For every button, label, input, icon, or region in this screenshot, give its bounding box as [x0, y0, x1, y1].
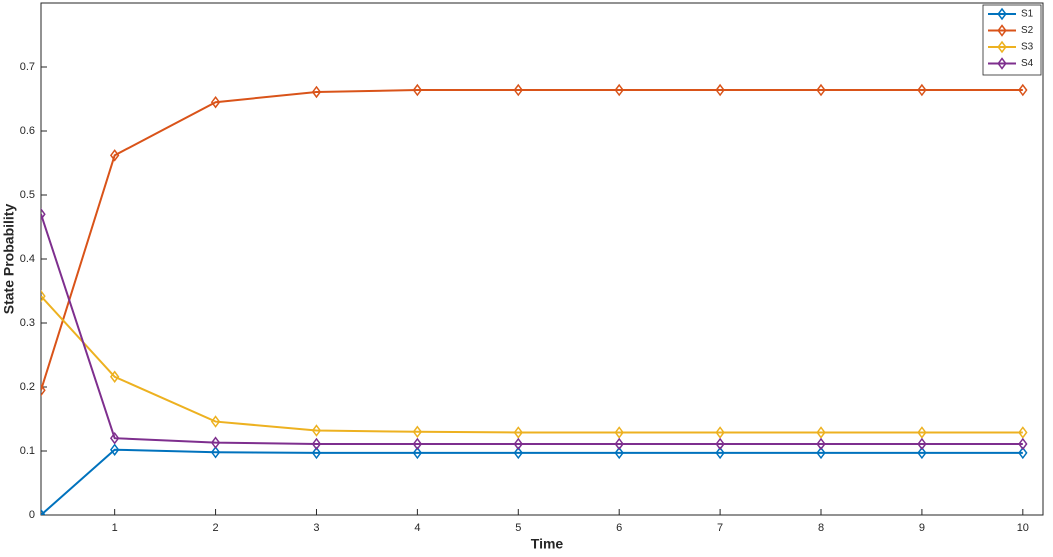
- x-tick-label: 10: [1017, 522, 1029, 534]
- data-point: [109, 431, 120, 445]
- data-point: [311, 424, 322, 437]
- data-point: [412, 425, 423, 439]
- x-tick-label: 1: [112, 522, 118, 534]
- x-axis-title: Time: [531, 536, 564, 552]
- legend-label: S2: [1021, 25, 1034, 36]
- data-point: [816, 437, 826, 451]
- data-point: [41, 207, 46, 221]
- data-point: [1018, 437, 1028, 451]
- data-point: [109, 443, 120, 456]
- y-tick-label: 0.1: [20, 445, 35, 457]
- data-point: [311, 437, 322, 451]
- data-point: [614, 437, 624, 451]
- data-point: [715, 426, 725, 439]
- x-tick-label: 9: [919, 522, 925, 534]
- data-point: [917, 83, 927, 97]
- data-point: [513, 426, 523, 439]
- x-tick-label: 3: [313, 522, 319, 534]
- data-point: [715, 83, 725, 97]
- data-point: [1018, 446, 1028, 460]
- series-line: [41, 295, 1023, 434]
- data-point: [917, 446, 927, 460]
- data-point: [513, 83, 523, 97]
- series-line: [41, 89, 1023, 391]
- data-point: [210, 436, 221, 449]
- x-tick-label: 8: [818, 522, 824, 534]
- series-line: [41, 213, 1023, 445]
- y-tick-label: 0.6: [20, 125, 35, 137]
- data-point: [412, 446, 423, 460]
- data-point: [816, 426, 826, 439]
- legend-marker: [997, 7, 1007, 21]
- x-tick-label: 5: [515, 522, 521, 534]
- y-tick-label: 0: [29, 509, 35, 521]
- data-point: [614, 83, 624, 97]
- legend-marker: [997, 57, 1007, 70]
- data-point: [109, 370, 120, 384]
- y-tick-label: 0.2: [20, 381, 35, 393]
- y-tick-label: 0.4: [20, 253, 35, 265]
- plot-area: [41, 83, 1028, 515]
- data-point: [917, 426, 927, 439]
- data-point: [715, 437, 725, 451]
- x-tick-label: 4: [414, 522, 420, 534]
- data-point: [513, 437, 523, 451]
- y-axis-title: State Probability: [1, 204, 17, 315]
- data-point: [109, 149, 120, 162]
- data-point: [513, 446, 523, 460]
- x-tick-label: 7: [717, 522, 723, 534]
- data-point: [210, 415, 221, 428]
- legend-label: S4: [1021, 58, 1034, 69]
- data-point: [614, 426, 624, 439]
- data-point: [816, 83, 826, 97]
- data-point: [311, 446, 322, 460]
- data-point: [210, 446, 221, 459]
- data-point: [412, 83, 423, 97]
- data-point: [816, 446, 826, 460]
- plot-frame: [40, 2, 1044, 516]
- y-tick-label: 0.7: [20, 61, 35, 73]
- data-point: [311, 85, 322, 99]
- legend-marker: [997, 24, 1007, 37]
- data-point: [41, 383, 46, 397]
- series-line: [41, 448, 1023, 515]
- data-point: [917, 437, 927, 451]
- legend-label: S3: [1021, 42, 1034, 53]
- data-point: [41, 508, 46, 515]
- legend-marker: [997, 40, 1007, 54]
- data-point: [412, 437, 423, 451]
- y-tick-label: 0.3: [20, 317, 35, 329]
- data-point: [614, 446, 624, 460]
- x-tick-label: 6: [616, 522, 622, 534]
- data-point: [715, 446, 725, 460]
- data-point: [1018, 83, 1028, 97]
- y-tick-label: 0.5: [20, 189, 35, 201]
- data-point: [1018, 426, 1028, 439]
- data-point: [210, 95, 221, 109]
- legend-label: S1: [1021, 9, 1034, 20]
- x-tick-label: 2: [213, 522, 219, 534]
- data-point: [41, 289, 46, 303]
